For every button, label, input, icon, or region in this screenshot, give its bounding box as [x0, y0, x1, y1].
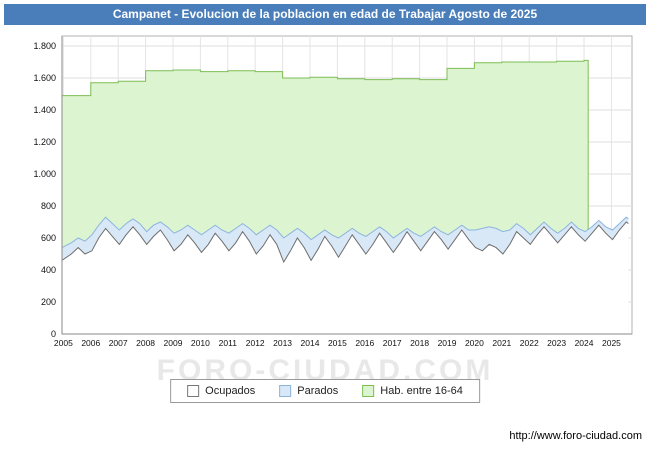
legend-swatch — [362, 385, 375, 397]
line-parados — [61, 216, 629, 249]
x-tick-label: 2011 — [219, 338, 238, 348]
x-tick-label: 2015 — [328, 338, 347, 348]
x-tick-label: 2006 — [81, 338, 100, 348]
x-tick-label: 2020 — [465, 338, 484, 348]
x-tick-label: 2022 — [520, 338, 539, 348]
y-tick-label: 1.600 — [33, 73, 56, 83]
legend-item: Ocupados — [187, 385, 255, 397]
chart-title-bar: Campanet - Evolucion de la poblacion en … — [4, 4, 646, 25]
x-tick-label: 2012 — [246, 338, 265, 348]
legend-item: Hab. entre 16-64 — [362, 385, 463, 397]
legend-label: Ocupados — [205, 385, 256, 397]
y-tick-label: 200 — [41, 297, 56, 307]
legend-swatch — [187, 385, 200, 397]
x-tick-label: 2005 — [54, 338, 73, 348]
footer-url: http://www.foro-ciudad.com — [509, 430, 642, 442]
chart-title: Campanet - Evolucion de la poblacion en … — [112, 7, 538, 21]
y-tick-label: 1.000 — [33, 169, 56, 179]
x-tick-label: 2008 — [136, 338, 155, 348]
x-tick-label: 2009 — [164, 338, 183, 348]
legend: Ocupados Parados Hab. entre 16-64 — [170, 379, 480, 403]
x-tick-label: 2014 — [301, 338, 320, 348]
y-tick-label: 1.400 — [33, 105, 56, 115]
y-tick-label: 1.800 — [33, 41, 56, 51]
x-tick-label: 2024 — [575, 338, 594, 348]
chart-canvas: 0 200 400 600 800 1.000 1.200 1.400 1.600 1.800 20… — [33, 35, 633, 348]
y-tick-label: 1.200 — [33, 137, 56, 147]
x-tick-label: 2023 — [547, 338, 566, 348]
y-tick-label: 400 — [41, 265, 56, 275]
x-tick-label: 2021 — [492, 338, 511, 348]
legend-swatch — [279, 385, 292, 397]
y-tick-label: 800 — [41, 201, 56, 211]
line-ocupados — [61, 221, 629, 264]
x-tick-label: 2013 — [273, 338, 292, 348]
x-tick-label: 2025 — [602, 338, 621, 348]
y-tick-label: 600 — [41, 233, 56, 243]
x-tick-label: 2016 — [355, 338, 374, 348]
x-tick-label: 2017 — [383, 338, 402, 348]
legend-label: Hab. entre 16-64 — [380, 385, 463, 397]
x-tick-label: 2018 — [410, 338, 429, 348]
x-tick-label: 2007 — [109, 338, 128, 348]
x-tick-label: 2019 — [438, 338, 457, 348]
legend-label: Parados — [297, 385, 339, 397]
y-tick-label: 0 — [51, 329, 56, 339]
x-tick-label: 2010 — [191, 338, 210, 348]
line-hab-entre-16-64 — [62, 59, 589, 334]
legend-item: Parados — [279, 385, 338, 397]
